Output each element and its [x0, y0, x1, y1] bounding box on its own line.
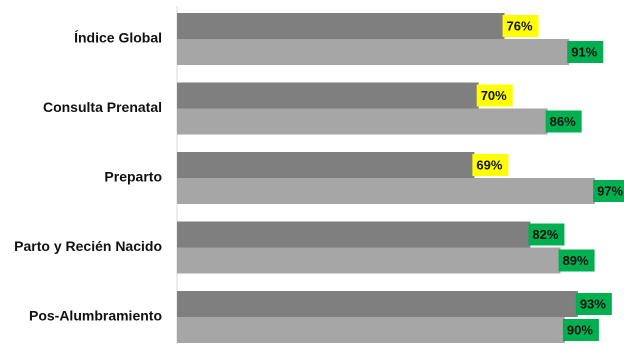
bar — [177, 247, 561, 274]
data-label-background — [472, 154, 509, 176]
data-label: 70% — [481, 88, 507, 103]
data-label-background — [575, 293, 612, 315]
bar — [177, 317, 565, 343]
data-label: 76% — [507, 18, 533, 33]
data-label-background — [545, 110, 582, 133]
bar — [177, 82, 479, 109]
category-label: Pos-Alumbramiento — [29, 308, 162, 324]
data-labels: 76% 91% 70% 86% 69% 97% 82% 89% 93% 90% — [472, 15, 624, 341]
bar — [177, 291, 578, 317]
data-label: 82% — [532, 227, 558, 242]
data-label-background — [593, 180, 624, 202]
category-label: Consulta Prenatal — [43, 99, 162, 115]
data-label: 93% — [580, 296, 606, 311]
bar — [177, 108, 548, 135]
bar — [177, 39, 570, 65]
category-labels: Índice Global Consulta Prenatal Preparto Pa… — [14, 30, 162, 324]
category-label: Índice Global — [74, 30, 162, 46]
data-label: 69% — [476, 157, 502, 172]
bar — [177, 152, 475, 178]
data-label: 86% — [550, 114, 576, 129]
bar — [177, 221, 531, 248]
category-label: Preparto — [104, 169, 162, 185]
data-label: 91% — [571, 44, 597, 59]
data-label-background — [562, 319, 599, 341]
data-label-background — [502, 15, 539, 37]
category-label: Parto y Recién Nacido — [14, 238, 162, 254]
data-label: 89% — [563, 253, 589, 268]
bars — [177, 13, 596, 343]
data-label-background — [558, 249, 595, 272]
data-label-background — [528, 223, 565, 246]
data-label-background — [476, 84, 513, 107]
data-label: 97% — [597, 183, 623, 198]
data-label-background — [567, 41, 604, 63]
bar — [177, 178, 596, 204]
bar — [177, 13, 505, 39]
data-label: 90% — [567, 322, 593, 337]
